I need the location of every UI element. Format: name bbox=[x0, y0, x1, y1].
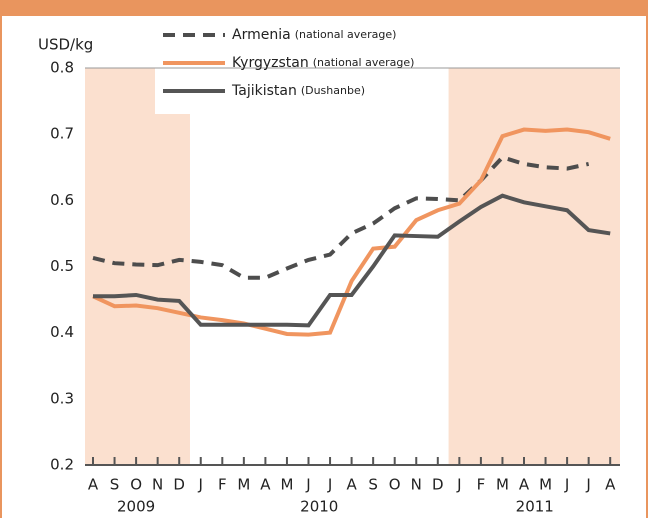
x-tick-label: A bbox=[260, 476, 271, 494]
x-tick-label: A bbox=[88, 476, 99, 494]
legend-label: Armenia (national average) bbox=[232, 27, 396, 43]
x-tick-label: J bbox=[327, 476, 332, 494]
x-tick-label: J bbox=[305, 476, 310, 494]
series-line bbox=[92, 155, 590, 280]
x-tick-label: M bbox=[496, 476, 509, 494]
series-line bbox=[92, 127, 611, 337]
x-tick-label: M bbox=[280, 476, 293, 494]
legend-label: Tajikistan (Dushanbe) bbox=[231, 83, 365, 99]
legend-note: (Dushanbe) bbox=[301, 84, 365, 97]
x-tick-label: O bbox=[389, 476, 401, 494]
x-tick-label: A bbox=[605, 476, 616, 494]
y-tick-label: 0.5 bbox=[50, 257, 74, 275]
x-tick-label: F bbox=[218, 476, 227, 494]
x-tick-label: J bbox=[198, 476, 203, 494]
legend-name: Kyrgyzstan bbox=[232, 55, 309, 71]
header-bar bbox=[0, 0, 648, 16]
x-tick-label: S bbox=[368, 476, 378, 494]
x-tick-label: D bbox=[173, 476, 185, 494]
legend-note: (national average) bbox=[295, 28, 397, 41]
x-tick-label: N bbox=[152, 476, 163, 494]
year-label: 2010 bbox=[300, 498, 338, 516]
legend-label: Kyrgyzstan (national average) bbox=[232, 55, 414, 71]
series-line bbox=[93, 193, 611, 328]
y-tick-label: 0.8 bbox=[50, 59, 74, 77]
y-axis-label: USD/kg bbox=[38, 36, 93, 54]
year-label: 2011 bbox=[516, 498, 554, 516]
x-tick-label: J bbox=[585, 476, 590, 494]
x-tick-label: N bbox=[411, 476, 422, 494]
x-tick-label: M bbox=[539, 476, 552, 494]
x-tick-label: J bbox=[564, 476, 569, 494]
year-label: 2009 bbox=[117, 498, 155, 516]
x-tick-label: F bbox=[477, 476, 486, 494]
x-tick-label: M bbox=[237, 476, 250, 494]
y-tick-label: 0.7 bbox=[50, 125, 74, 143]
legend-note: (national average) bbox=[313, 56, 415, 69]
y-tick-label: 0.6 bbox=[50, 191, 74, 209]
x-tick-label: J bbox=[456, 476, 461, 494]
legend-name: Tajikistan bbox=[231, 83, 297, 99]
y-tick-label: 0.2 bbox=[50, 456, 74, 474]
x-tick-label: S bbox=[110, 476, 120, 494]
y-tick-label: 0.4 bbox=[50, 323, 74, 341]
y-tick-label: 0.3 bbox=[50, 389, 74, 407]
x-tick-label: A bbox=[519, 476, 530, 494]
legend-name: Armenia bbox=[232, 27, 291, 43]
border-right bbox=[646, 0, 648, 518]
x-tick-label: O bbox=[130, 476, 142, 494]
x-tick-label: D bbox=[432, 476, 444, 494]
x-tick-label: A bbox=[346, 476, 357, 494]
border-left bbox=[0, 0, 2, 518]
shade-2011 bbox=[448, 68, 620, 465]
